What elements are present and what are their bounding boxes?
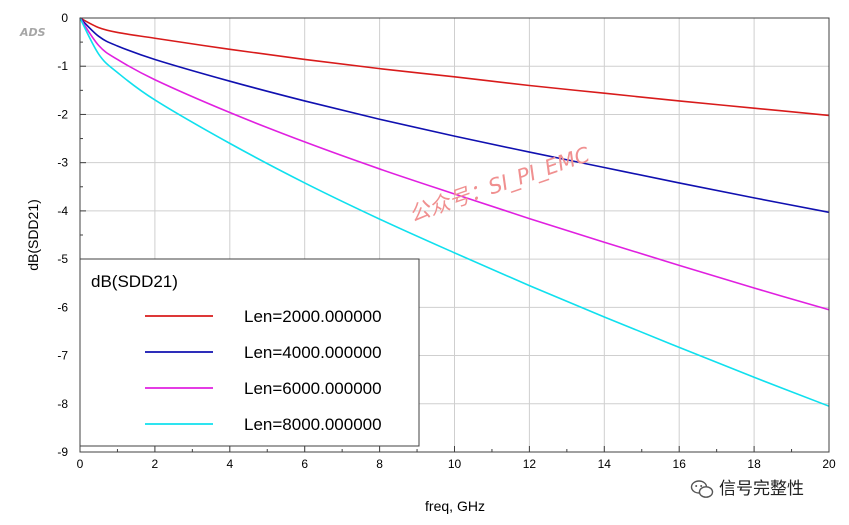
legend-box — [79, 258, 420, 447]
legend-entries: Len=2000.000000 Len=4000.000000 Len=6000.0… — [145, 307, 382, 434]
y-tick-label: -2 — [57, 107, 68, 121]
series-line-2 — [79, 17, 830, 214]
x-tick-label: 16 — [673, 457, 687, 471]
x-tick-label: 2 — [152, 457, 159, 471]
x-tick-labels: 0 2 4 6 8 10 12 14 16 18 20 — [77, 457, 836, 471]
x-tick-label: 18 — [747, 457, 761, 471]
legend-entry: Len=6000.000000 — [145, 379, 382, 398]
series-line-1 — [79, 17, 830, 117]
legend-entry: Len=2000.000000 — [145, 307, 382, 326]
y-tick-label: 0 — [61, 11, 68, 25]
legend-entry: Len=4000.000000 — [145, 343, 382, 362]
x-tick-label: 10 — [448, 457, 462, 471]
legend-title: dB(SDD21) — [91, 272, 178, 291]
y-tick-label: -7 — [57, 349, 68, 363]
y-tick-label: -1 — [57, 59, 68, 73]
y-tick-label: -8 — [57, 397, 68, 411]
wechat-icon — [690, 480, 714, 498]
x-tick-label: 6 — [301, 457, 308, 471]
series-line-4 — [79, 17, 830, 407]
y-tick-label: -6 — [57, 300, 68, 314]
series-line-3 — [79, 17, 830, 311]
footer-brand: 信号完整性 — [690, 479, 804, 499]
legend-label: Len=4000.000000 — [244, 343, 382, 362]
x-tick-label: 20 — [822, 457, 836, 471]
series-group — [79, 17, 830, 407]
x-tick-label: 8 — [376, 457, 383, 471]
x-tick-label: 14 — [598, 457, 612, 471]
footer-brand-text: 信号完整性 — [719, 479, 804, 499]
watermark-text: 公众号：SI_PI_EMC — [406, 142, 594, 227]
ads-logo: ADS — [19, 26, 46, 39]
x-tick-label: 4 — [226, 457, 233, 471]
y-tick-label: -4 — [57, 204, 68, 218]
x-tick-label: 0 — [77, 457, 84, 471]
y-tick-label: -3 — [57, 156, 68, 170]
x-axis-title: freq, GHz — [425, 498, 485, 514]
y-tick-label: -5 — [57, 252, 68, 266]
x-tick-label: 12 — [523, 457, 537, 471]
y-axis-title: dB(SDD21) — [25, 199, 41, 271]
legend-label: Len=2000.000000 — [244, 307, 382, 326]
y-tick-label: -9 — [57, 445, 68, 459]
legend-entry: Len=8000.000000 — [145, 415, 382, 434]
legend-label: Len=8000.000000 — [244, 415, 382, 434]
watermark: 公众号：SI_PI_EMC — [406, 142, 594, 227]
y-tick-labels: 0 -1 -2 -3 -4 -5 -6 -7 -8 -9 — [57, 11, 68, 459]
legend: dB(SDD21) Len=2000.000000 Len=4000.000000… — [79, 258, 420, 447]
legend-label: Len=6000.000000 — [244, 379, 382, 398]
